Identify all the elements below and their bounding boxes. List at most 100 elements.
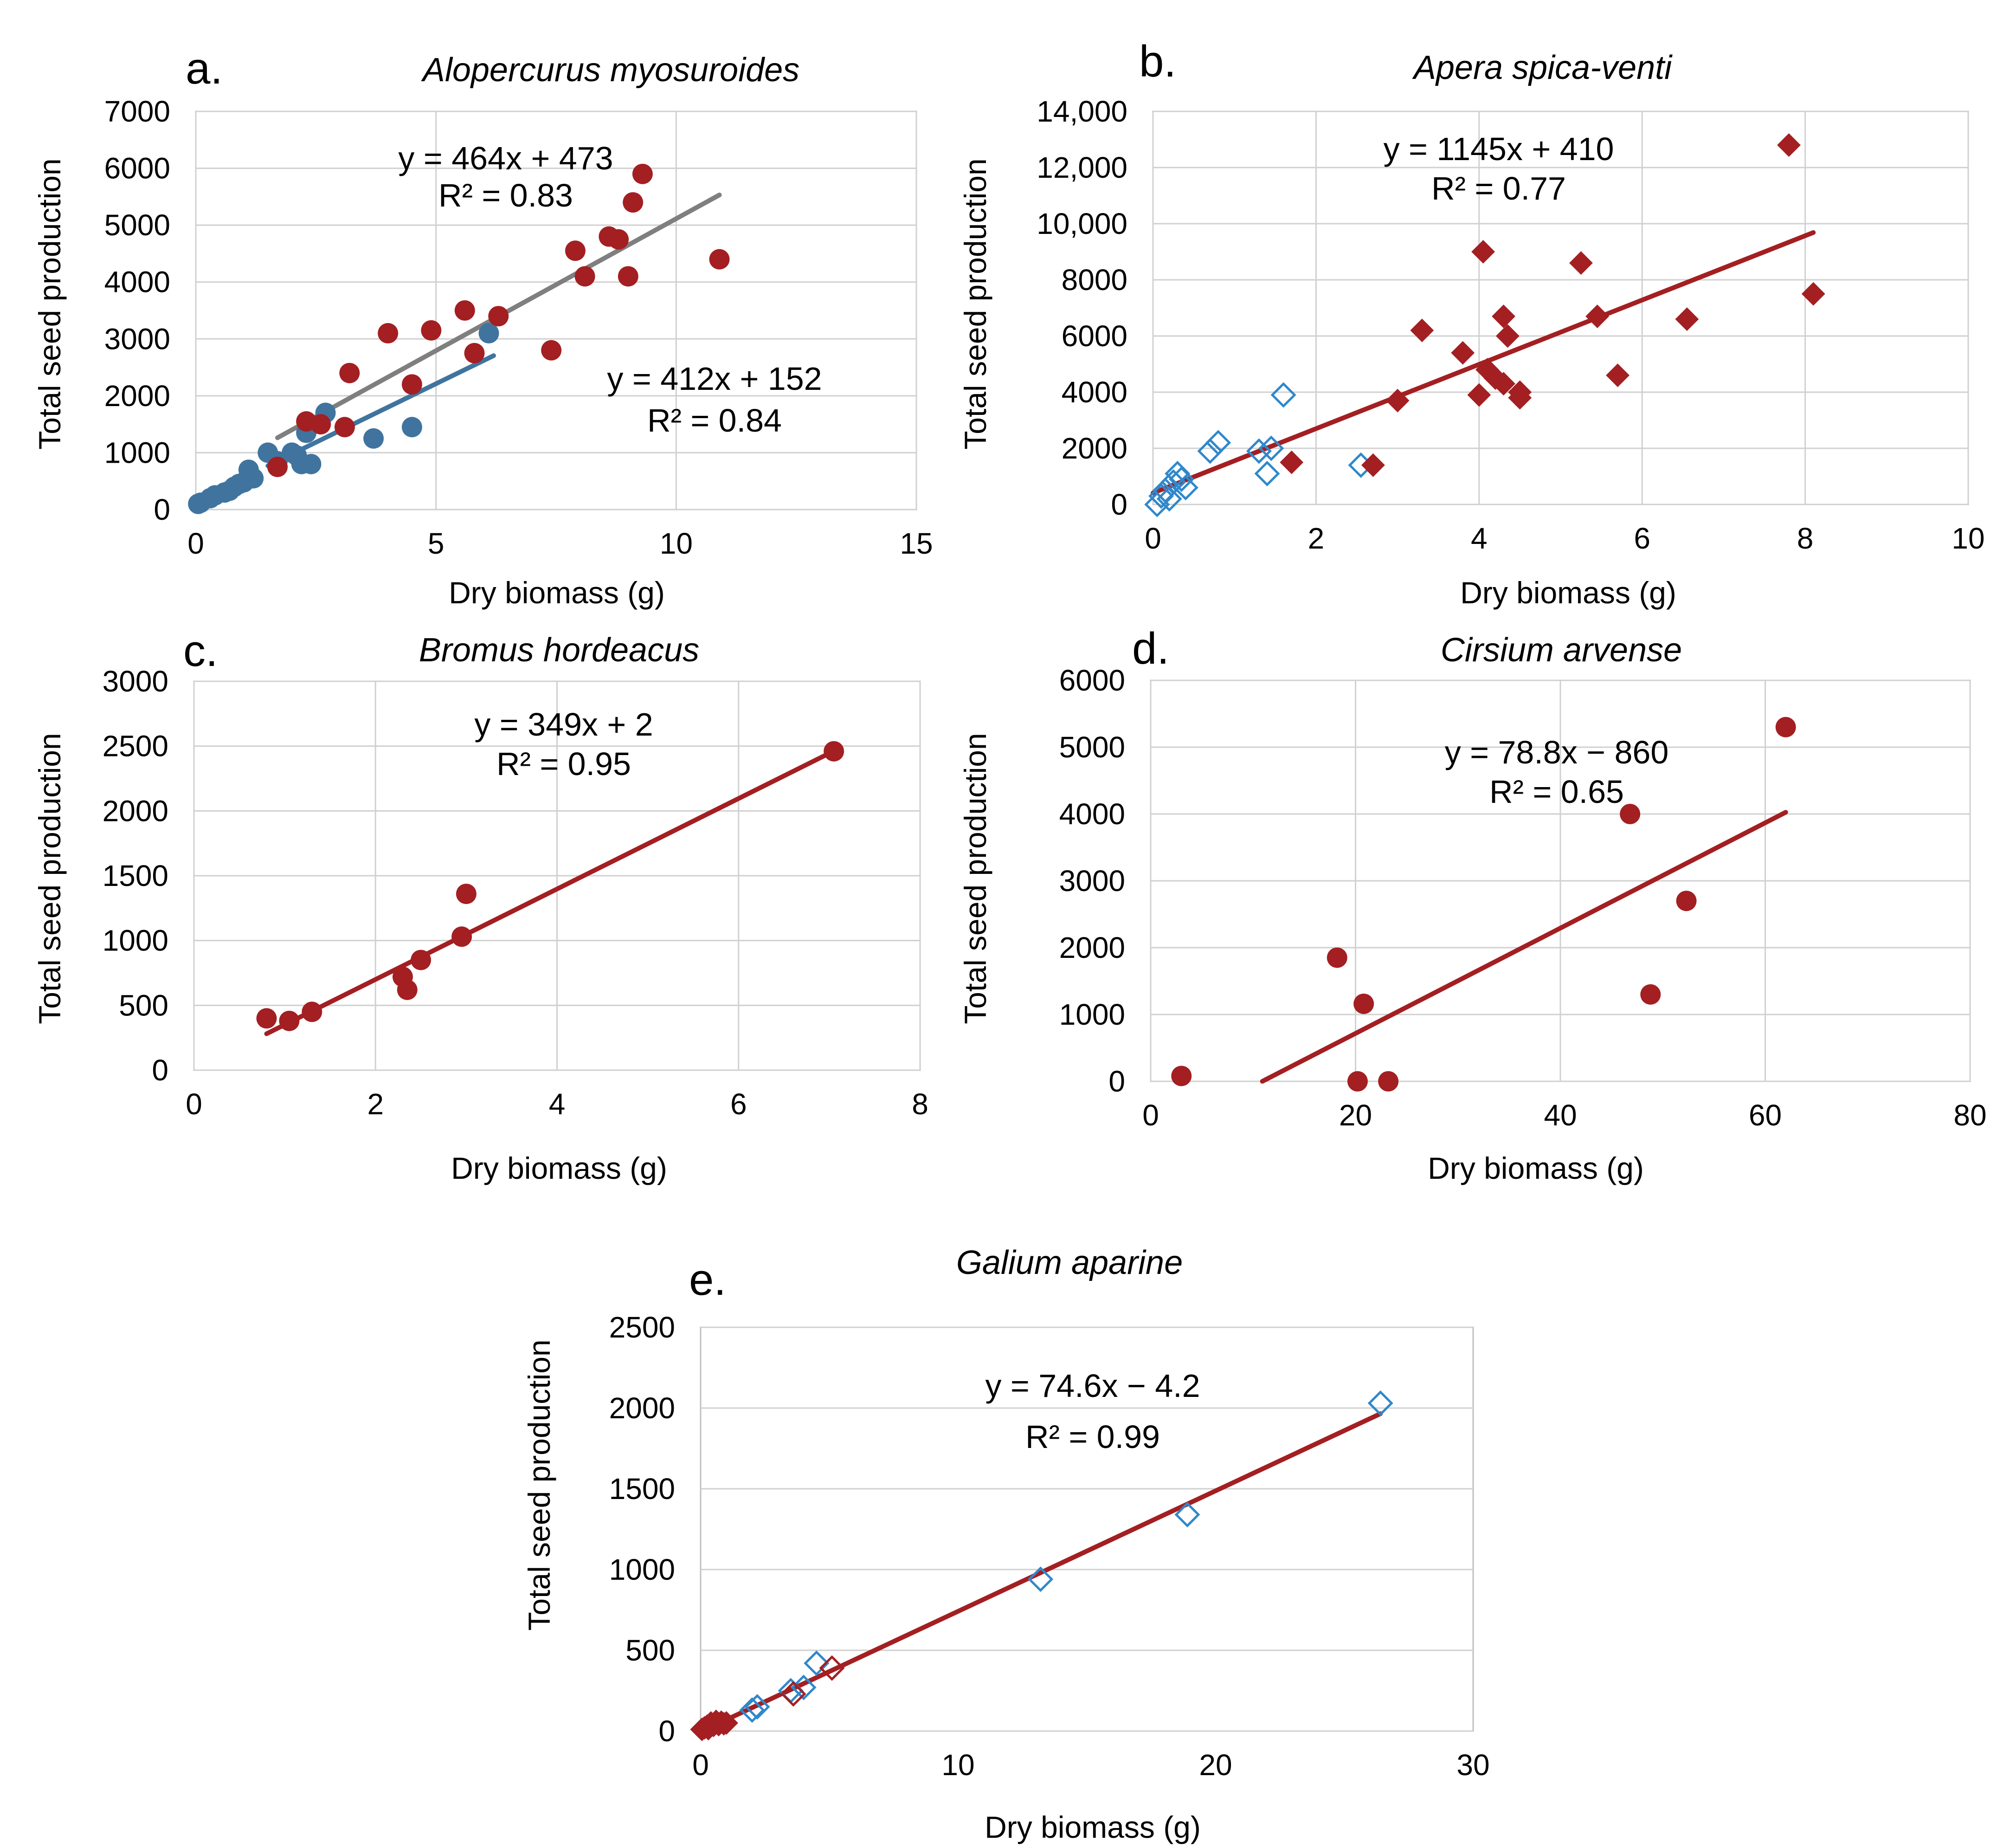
- data-point-b-1-4: [1451, 341, 1475, 365]
- y-tick-label-d: 2000: [1059, 931, 1125, 964]
- x-tick-label-b: 4: [1471, 522, 1488, 555]
- data-point-b-1-13: [1508, 386, 1532, 410]
- trendline-d-red: [1260, 810, 1788, 1084]
- data-point-a-1-8: [454, 300, 475, 321]
- y-tick-label-a: 3000: [104, 322, 170, 355]
- data-point-b-1-0: [1280, 450, 1304, 474]
- data-point-b-0-1: [1148, 483, 1174, 509]
- data-point-a-1-7: [421, 320, 442, 341]
- data-point-b-0-7: [1172, 475, 1198, 501]
- x-tick-label-b: 6: [1634, 522, 1650, 555]
- data-point-e-1-0: [780, 1681, 806, 1707]
- x-axis-label-d: Dry biomass (g): [1428, 1151, 1644, 1185]
- y-axis-label-b: Total seed production: [958, 158, 992, 449]
- data-point-e-0-5: [1028, 1566, 1054, 1592]
- data-point-a-1-19: [709, 249, 730, 270]
- y-tick-label-c: 0: [152, 1053, 168, 1087]
- data-point-d-0-4: [1378, 1071, 1399, 1092]
- data-point-c-0-0: [256, 1008, 277, 1029]
- y-tick-label-d: 0: [1108, 1065, 1125, 1098]
- trendline-e-red: [701, 1411, 1383, 1733]
- data-point-a-1-5: [378, 323, 399, 344]
- equation-d: y = 78.8x − 860: [1445, 734, 1669, 770]
- y-tick-label-b: 2000: [1062, 432, 1127, 465]
- x-tick-label-d: 80: [1953, 1098, 1986, 1132]
- x-axis-label-a: Dry biomass (g): [449, 575, 665, 610]
- data-point-d-0-3: [1353, 993, 1374, 1014]
- data-point-e-0-7: [1367, 1390, 1393, 1416]
- data-point-b-1-17: [1675, 307, 1699, 331]
- trendline-a-blue: [265, 353, 496, 468]
- equation-b: y = 1145x + 410: [1384, 131, 1614, 167]
- data-point-d-0-0: [1171, 1066, 1192, 1086]
- chart-title-c: Bromus hordeacus: [419, 632, 699, 669]
- data-point-a-1-13: [574, 266, 595, 287]
- y-tick-label-e: 2000: [609, 1391, 675, 1425]
- y-tick-label-e: 1500: [609, 1472, 675, 1506]
- data-point-b-0-13: [1270, 382, 1296, 408]
- data-point-a-1-4: [339, 362, 360, 383]
- data-point-d-0-2: [1347, 1071, 1368, 1092]
- y-tick-label-c: 1000: [103, 924, 168, 957]
- data-point-b-1-19: [1801, 282, 1825, 306]
- r2-a-blue: R² = 0.84: [647, 402, 782, 439]
- panel-label-e: e.: [689, 1255, 726, 1305]
- panel-label-b: b.: [1139, 37, 1176, 86]
- data-point-a-0-21: [478, 323, 499, 344]
- y-tick-label-e: 1000: [609, 1553, 675, 1586]
- y-tick-label-a: 2000: [104, 379, 170, 413]
- data-point-c-0-8: [824, 741, 844, 762]
- equation-a-gray: y = 464x + 473: [398, 140, 613, 176]
- r2-e: R² = 0.99: [1025, 1419, 1160, 1455]
- data-point-e-1-1: [819, 1655, 845, 1681]
- x-tick-label-e: 10: [941, 1748, 974, 1782]
- y-tick-label-c: 2500: [103, 730, 168, 763]
- data-point-a-1-16: [618, 266, 638, 287]
- data-point-b-1-3: [1410, 318, 1434, 342]
- y-tick-label-c: 3000: [103, 665, 168, 698]
- equation-a-blue: y = 412x + 152: [607, 361, 822, 397]
- data-point-b-0-2: [1152, 478, 1178, 504]
- data-point-c-0-4: [397, 979, 418, 1000]
- r2-c: R² = 0.95: [496, 746, 631, 782]
- y-axis-label-a: Total seed production: [32, 158, 67, 449]
- data-point-b-1-16: [1606, 363, 1630, 388]
- x-tick-label-a: 0: [187, 527, 204, 560]
- y-tick-label-a: 1000: [104, 436, 170, 469]
- x-tick-label-d: 0: [1142, 1098, 1159, 1132]
- x-tick-label-e: 0: [692, 1748, 709, 1782]
- x-tick-label-a: 5: [428, 527, 444, 560]
- data-point-e-0-0: [739, 1697, 765, 1723]
- x-tick-label-c: 0: [186, 1087, 202, 1121]
- data-point-c-0-7: [456, 884, 477, 905]
- data-point-e-0-1: [744, 1694, 770, 1720]
- data-point-c-0-5: [411, 950, 432, 970]
- x-tick-label-c: 2: [367, 1087, 384, 1121]
- panel-e: e. Galium aparine 0 500 1000 1500 2000 2500 0 1…: [522, 1244, 1490, 1844]
- data-point-b-1-5: [1467, 383, 1491, 407]
- data-point-a-1-2: [310, 414, 331, 435]
- data-point-b-0-9: [1205, 430, 1231, 456]
- x-tick-label-c: 4: [549, 1087, 566, 1121]
- y-tick-label-d: 1000: [1059, 998, 1125, 1031]
- data-point-d-0-5: [1620, 804, 1641, 824]
- data-point-a-1-12: [565, 240, 586, 261]
- data-point-a-0-16: [301, 453, 322, 474]
- data-point-b-1-11: [1495, 324, 1520, 348]
- y-tick-label-b: 4000: [1062, 375, 1127, 409]
- x-tick-label-a: 10: [660, 527, 693, 560]
- x-tick-label-b: 8: [1797, 522, 1814, 555]
- x-axis-label-b: Dry biomass (g): [1460, 575, 1676, 610]
- chart-title-a: Alopercurus myosuroides: [421, 52, 799, 89]
- x-tick-label-a: 15: [900, 527, 933, 560]
- data-point-e-0-3: [791, 1674, 817, 1700]
- x-tick-label-b: 2: [1308, 522, 1325, 555]
- data-point-b-1-18: [1777, 133, 1801, 157]
- x-tick-label-e: 20: [1199, 1748, 1232, 1782]
- equation-e: y = 74.6x − 4.2: [985, 1368, 1200, 1404]
- x-tick-label-e: 30: [1456, 1748, 1489, 1782]
- data-point-a-1-3: [334, 417, 355, 438]
- x-tick-label-d: 40: [1544, 1098, 1577, 1132]
- y-axis-label-c: Total seed production: [32, 733, 67, 1024]
- data-point-b-1-2: [1385, 388, 1410, 413]
